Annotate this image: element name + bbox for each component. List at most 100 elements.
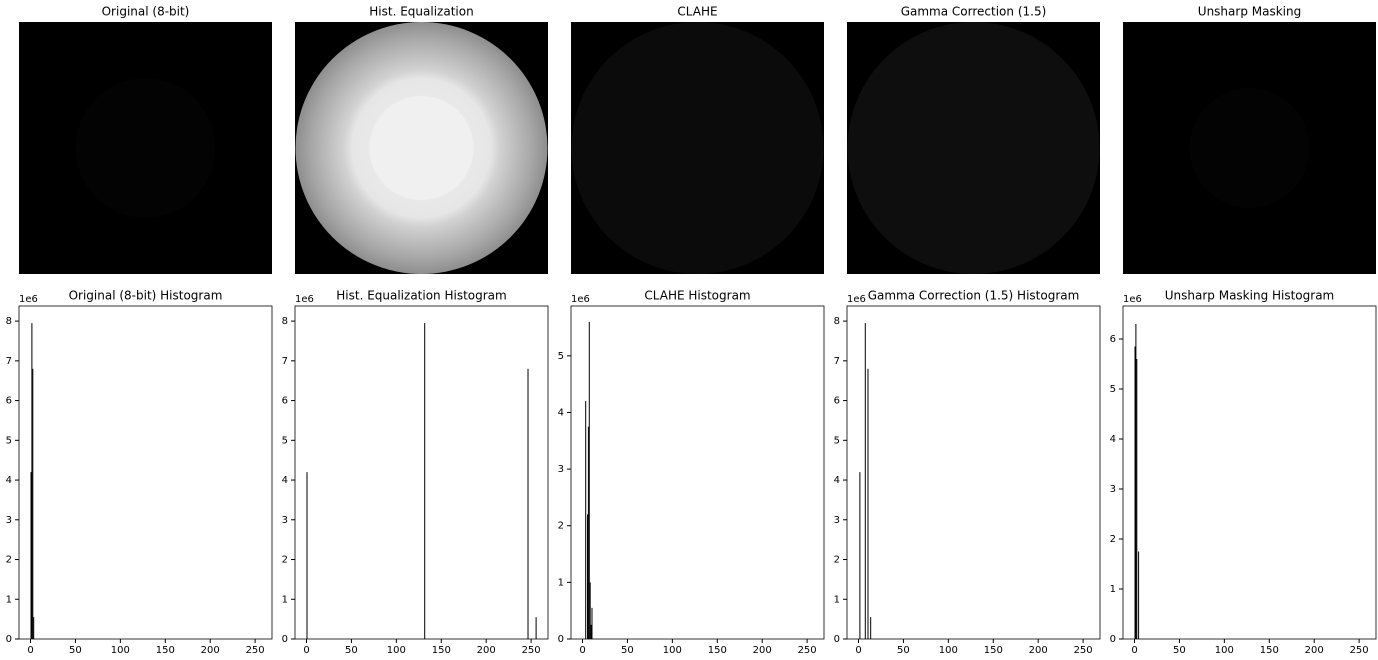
y-tick-label: 8 bbox=[6, 316, 12, 327]
bar bbox=[588, 321, 590, 639]
bar bbox=[870, 617, 872, 639]
y-tick-label: 5 bbox=[558, 351, 564, 362]
y-tick-label: 5 bbox=[834, 435, 840, 446]
y-tick-label: 2 bbox=[834, 555, 840, 566]
chart-title: Original (8-bit) Histogram bbox=[69, 289, 223, 303]
image-title: CLAHE bbox=[677, 5, 717, 19]
y-tick-label: 1 bbox=[6, 594, 12, 605]
y-tick-label: 7 bbox=[282, 356, 288, 367]
x-tick-label: 50 bbox=[345, 645, 358, 656]
y-tick-label: 2 bbox=[1110, 534, 1116, 545]
y-tick-label: 4 bbox=[282, 475, 288, 486]
image-detail bbox=[75, 78, 216, 218]
x-tick-label: 50 bbox=[897, 645, 910, 656]
y-tick-label: 0 bbox=[6, 634, 12, 645]
y-tick-label: 0 bbox=[1110, 634, 1116, 645]
x-tick-label: 150 bbox=[156, 645, 175, 656]
bar bbox=[527, 368, 529, 639]
x-tick-label: 0 bbox=[27, 645, 33, 656]
bar bbox=[867, 368, 869, 639]
image-detail bbox=[571, 22, 824, 274]
axes-frame bbox=[846, 305, 1101, 640]
bar bbox=[1134, 346, 1136, 639]
x-tick-label: 50 bbox=[1173, 645, 1186, 656]
bar bbox=[30, 472, 32, 639]
axes-frame bbox=[570, 305, 825, 640]
offset-label: 1e6 bbox=[847, 294, 866, 305]
offset-label: 1e6 bbox=[19, 294, 38, 305]
bar bbox=[306, 472, 308, 639]
x-tick-label: 200 bbox=[201, 645, 220, 656]
x-tick-label: 150 bbox=[708, 645, 727, 656]
y-tick-label: 3 bbox=[558, 464, 564, 475]
x-tick-label: 250 bbox=[246, 645, 265, 656]
bar bbox=[1135, 324, 1137, 639]
image-title: Hist. Equalization bbox=[369, 5, 473, 19]
x-tick-label: 200 bbox=[477, 645, 496, 656]
y-tick-label: 2 bbox=[558, 521, 564, 532]
y-tick-label: 1 bbox=[558, 577, 564, 588]
image-title: Gamma Correction (1.5) bbox=[901, 5, 1047, 19]
x-tick-label: 150 bbox=[984, 645, 1003, 656]
axes-frame bbox=[1122, 305, 1377, 640]
y-tick-label: 3 bbox=[834, 515, 840, 526]
chart-title: Gamma Correction (1.5) Histogram bbox=[868, 289, 1080, 303]
axes-frame bbox=[294, 305, 549, 640]
x-tick-label: 250 bbox=[1350, 645, 1369, 656]
bar bbox=[585, 401, 587, 639]
x-tick-label: 50 bbox=[69, 645, 82, 656]
y-tick-label: 2 bbox=[6, 555, 12, 566]
y-tick-label: 0 bbox=[282, 634, 288, 645]
axes-frame bbox=[18, 305, 273, 640]
bar bbox=[33, 617, 35, 639]
bar bbox=[859, 472, 861, 639]
y-tick-label: 3 bbox=[282, 515, 288, 526]
x-tick-label: 200 bbox=[753, 645, 772, 656]
offset-label: 1e6 bbox=[295, 294, 314, 305]
y-tick-label: 2 bbox=[282, 555, 288, 566]
image-detail bbox=[847, 22, 1100, 274]
x-tick-label: 250 bbox=[1074, 645, 1093, 656]
y-tick-label: 7 bbox=[6, 356, 12, 367]
y-tick-label: 4 bbox=[558, 407, 564, 418]
bar bbox=[31, 323, 33, 639]
y-tick-label: 3 bbox=[6, 515, 12, 526]
bar bbox=[587, 426, 589, 639]
chart-title: Unsharp Masking Histogram bbox=[1165, 289, 1335, 303]
y-tick-label: 6 bbox=[282, 396, 288, 407]
chart-title: CLAHE Histogram bbox=[644, 289, 750, 303]
x-tick-label: 0 bbox=[579, 645, 585, 656]
offset-label: 1e6 bbox=[571, 294, 590, 305]
chart-title: Hist. Equalization Histogram bbox=[336, 289, 506, 303]
y-tick-label: 0 bbox=[558, 634, 564, 645]
bar bbox=[589, 582, 591, 639]
y-tick-label: 4 bbox=[1110, 434, 1116, 445]
x-tick-label: 200 bbox=[1029, 645, 1048, 656]
x-tick-label: 200 bbox=[1305, 645, 1324, 656]
y-tick-label: 1 bbox=[282, 594, 288, 605]
y-tick-label: 1 bbox=[834, 594, 840, 605]
bar bbox=[590, 624, 592, 639]
y-tick-label: 6 bbox=[1110, 334, 1116, 345]
image-title: Unsharp Masking bbox=[1198, 5, 1301, 19]
bar bbox=[32, 368, 34, 639]
offset-label: 1e6 bbox=[1123, 294, 1142, 305]
y-tick-label: 6 bbox=[834, 396, 840, 407]
y-tick-label: 4 bbox=[834, 475, 840, 486]
y-tick-label: 1 bbox=[1110, 584, 1116, 595]
x-tick-label: 150 bbox=[432, 645, 451, 656]
image-detail bbox=[1189, 88, 1310, 208]
bar bbox=[1138, 551, 1140, 639]
x-tick-label: 250 bbox=[798, 645, 817, 656]
x-tick-label: 100 bbox=[1215, 645, 1234, 656]
y-tick-label: 4 bbox=[6, 475, 12, 486]
x-tick-label: 0 bbox=[1131, 645, 1137, 656]
x-tick-label: 100 bbox=[111, 645, 130, 656]
bar bbox=[1136, 359, 1138, 639]
y-tick-label: 8 bbox=[282, 316, 288, 327]
y-tick-label: 3 bbox=[1110, 484, 1116, 495]
x-tick-label: 100 bbox=[387, 645, 406, 656]
x-tick-label: 150 bbox=[1260, 645, 1279, 656]
y-tick-label: 6 bbox=[6, 396, 12, 407]
